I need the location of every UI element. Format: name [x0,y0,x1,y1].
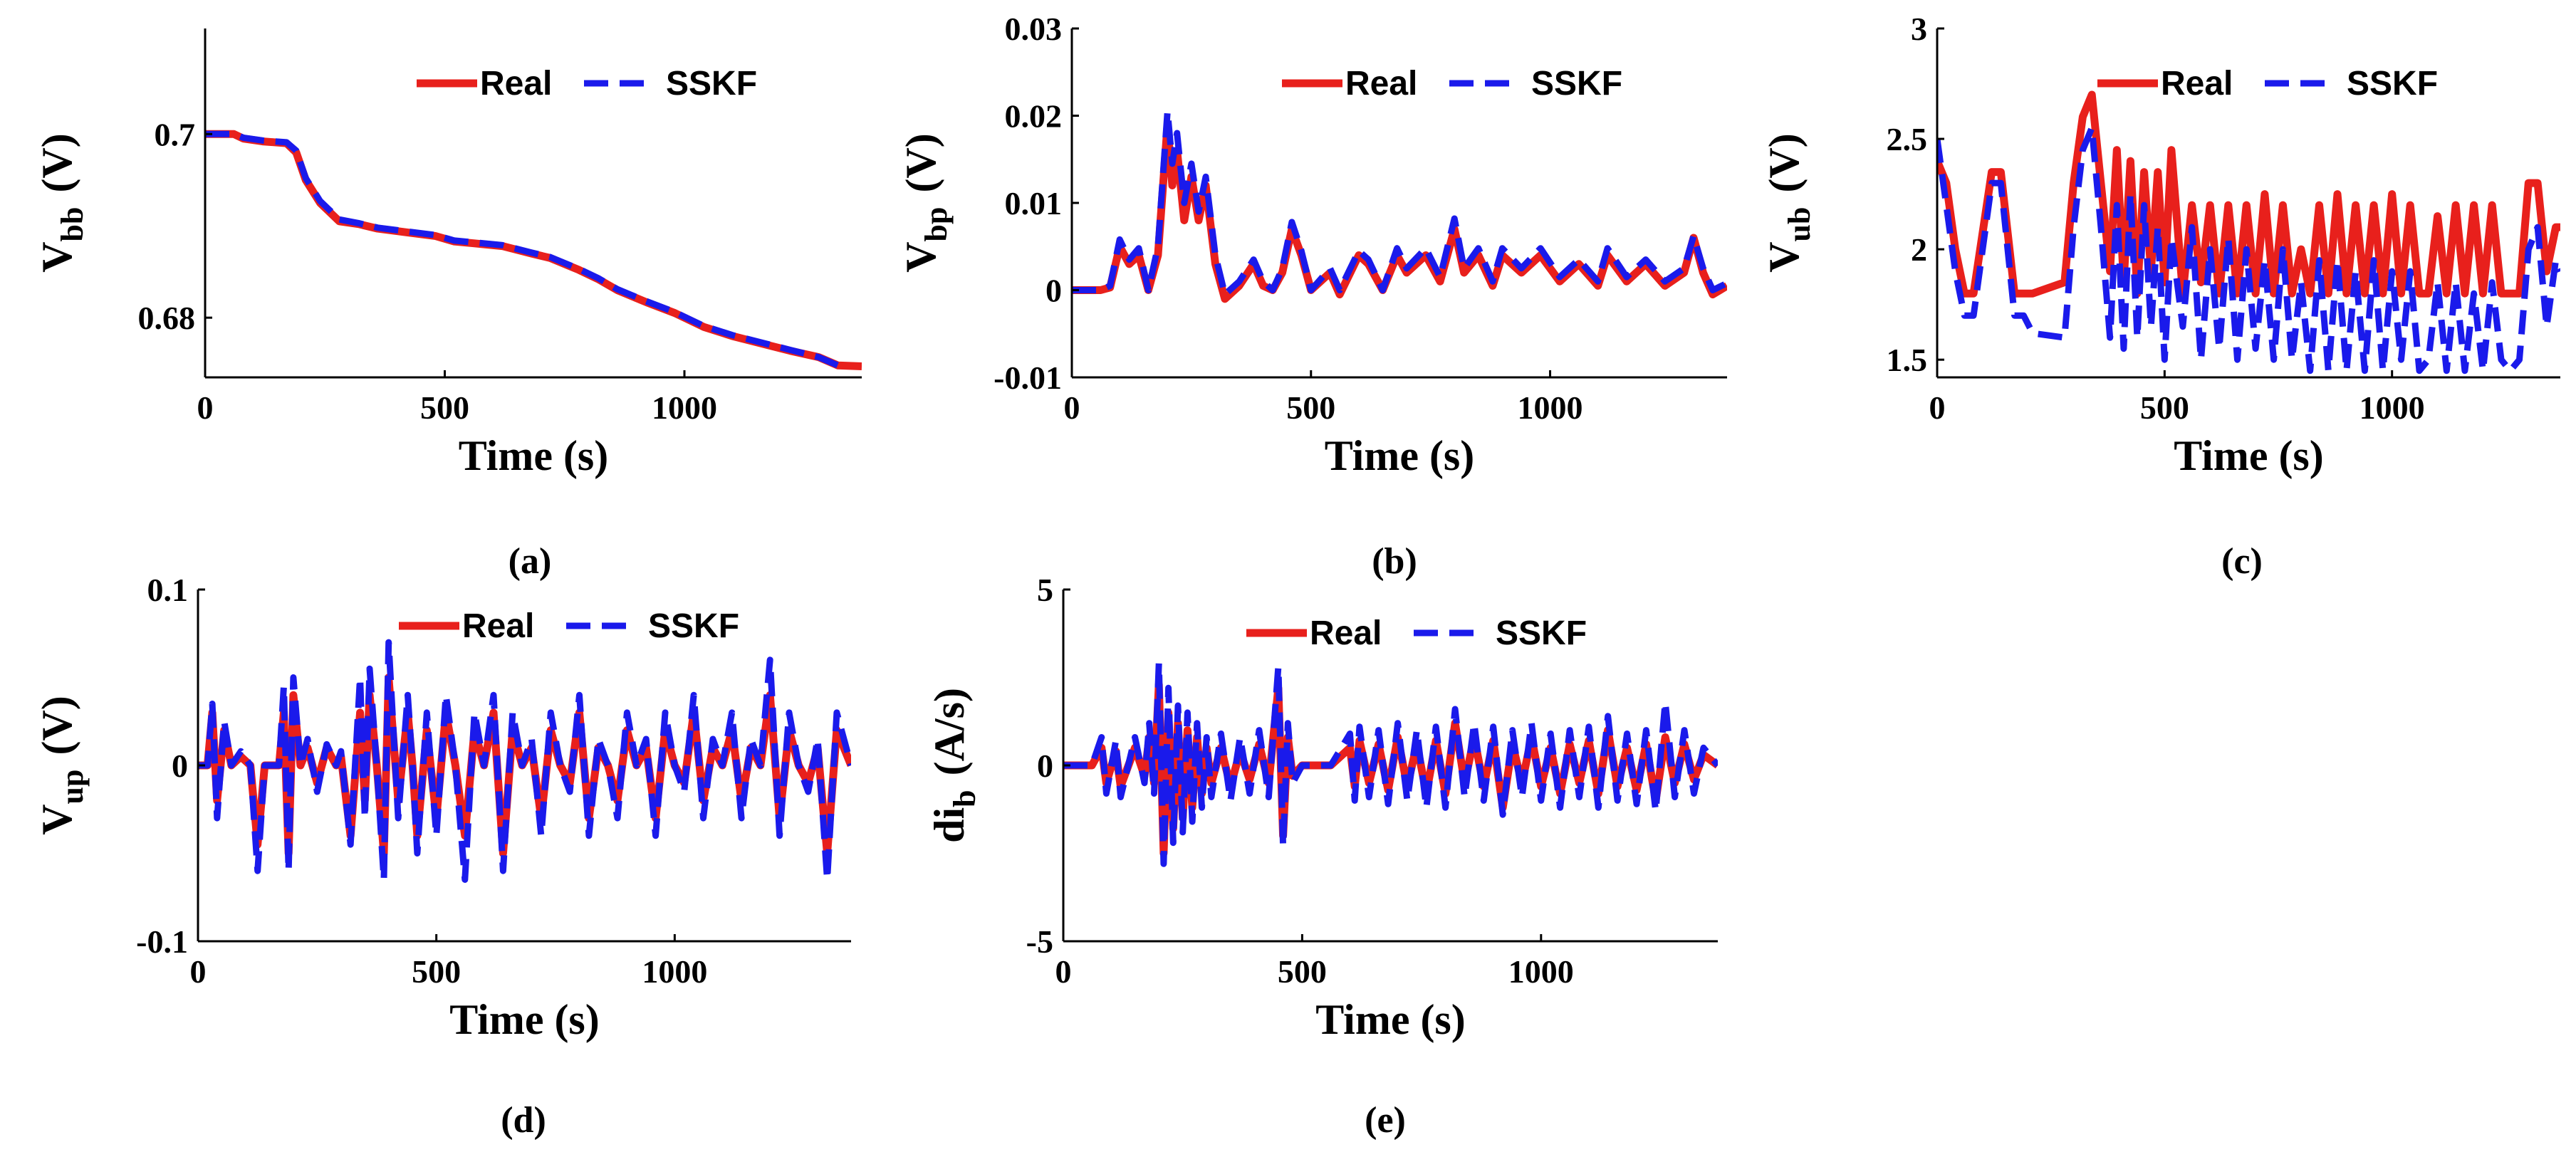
panel-caption: (b) [1372,541,1417,582]
x-axis-label: Time (s) [2174,432,2324,479]
y-label-unit: (V) [33,133,80,192]
legend: Real SSKF [1282,65,1622,103]
legend-label-real: Real [1310,614,1382,652]
legend-label-real: Real [1345,65,1417,103]
y-label-main: di [926,807,973,843]
legend: Real SSKF [2097,65,2438,103]
x-tick-label: 1000 [1508,953,1574,990]
y-tick-label: 0 [172,748,188,784]
y-tick-label: 0.02 [1005,98,1063,135]
legend-label-sskf: SSKF [1496,614,1587,652]
y-label-subscript: ub [1782,207,1817,242]
x-tick-label: 0 [1055,953,1072,990]
y-tick-label: 0.7 [155,116,196,152]
panel-c: 0 500 1000 1.5 2 2.5 3 Time (s) Vub (V) Real SSKF (c… [1761,11,2560,582]
legend-label-real: Real [2161,65,2233,103]
series-line-sskf [1937,125,2560,375]
x-tick-label: 0 [190,953,207,990]
y-tick-label: 3 [1911,11,1927,47]
series-line-sskf [1072,108,1727,298]
legend-label-sskf: SSKF [648,607,739,645]
x-tick-label: 0 [1064,389,1080,426]
x-tick-label: 500 [2140,389,2189,426]
y-axis-label: dib (A/s) [926,688,982,843]
legend: Real SSKF [1246,614,1587,652]
x-tick-label: 1000 [2359,389,2425,426]
legend-label-real: Real [462,607,534,645]
y-label-main: V [33,241,80,272]
y-tick-label: 0.01 [1005,185,1063,221]
x-axis-label: Time (s) [459,432,609,479]
panel-caption: (e) [1365,1100,1406,1141]
legend: Real SSKF [417,65,757,103]
y-label-unit: (V) [897,133,944,192]
series-line-real [1072,120,1727,303]
series-line-real [1937,90,2560,298]
x-tick-label: 0 [1929,389,1946,426]
y-tick-label: 2 [1911,231,1927,268]
y-tick-label: 0.1 [147,572,189,608]
y-tick-label: 1.5 [1887,342,1928,378]
x-tick-label: 1000 [652,389,717,426]
x-tick-label: 1000 [642,953,707,990]
y-axis-label: Vbb (V) [33,133,90,273]
y-tick-label: -0.1 [136,923,188,960]
x-tick-label: 1000 [1518,389,1583,426]
y-tick-label: 2.5 [1887,121,1928,157]
y-label-subscript: up [55,770,90,805]
series-line-sskf [198,639,851,883]
y-tick-label: 0 [1045,273,1062,309]
x-axis-label: Time (s) [1315,996,1466,1043]
y-label-main: V [33,804,80,834]
y-label-main: V [1761,241,1808,272]
y-tick-label: -0.01 [994,360,1062,396]
y-label-subscript: b [947,790,982,807]
panel-caption: (d) [501,1100,546,1141]
legend-label-real: Real [480,65,552,103]
y-label-subscript: bb [55,207,90,242]
x-tick-label: 500 [1286,389,1335,426]
y-axis-label: Vup (V) [33,696,90,835]
panel-caption: (a) [509,541,552,582]
y-label-unit: (V) [1761,133,1808,192]
series-line-sskf [205,130,849,372]
y-tick-label: 0 [1037,748,1053,784]
series-line-sskf [1063,660,1718,867]
y-label-main: V [897,241,944,272]
y-tick-label: 0.68 [138,300,196,336]
legend-label-sskf: SSKF [2347,65,2438,103]
legend-label-sskf: SSKF [1531,65,1622,103]
legend-label-sskf: SSKF [666,65,757,103]
y-axis-label: Vbp (V) [897,133,954,273]
x-tick-label: 500 [412,953,461,990]
x-axis-label: Time (s) [449,996,600,1043]
x-tick-label: 500 [1278,953,1327,990]
y-label-subscript: bp [919,207,954,242]
y-label-unit: (V) [33,696,80,755]
panel-a: 0 500 1000 0.68 0.7 Time (s) Vbb (V) Real SSKF (a) [33,28,862,582]
y-tick-label: 0.03 [1005,11,1063,47]
x-tick-label: 0 [197,389,214,426]
y-axis-label: Vub (V) [1761,133,1817,273]
x-tick-label: 500 [420,389,469,426]
y-tick-label: -5 [1026,923,1053,960]
y-label-unit: (A/s) [926,688,973,775]
y-tick-label: 5 [1037,572,1053,608]
panel-caption: (c) [2221,541,2263,582]
x-axis-label: Time (s) [1325,432,1475,479]
legend: Real SSKF [399,607,739,645]
